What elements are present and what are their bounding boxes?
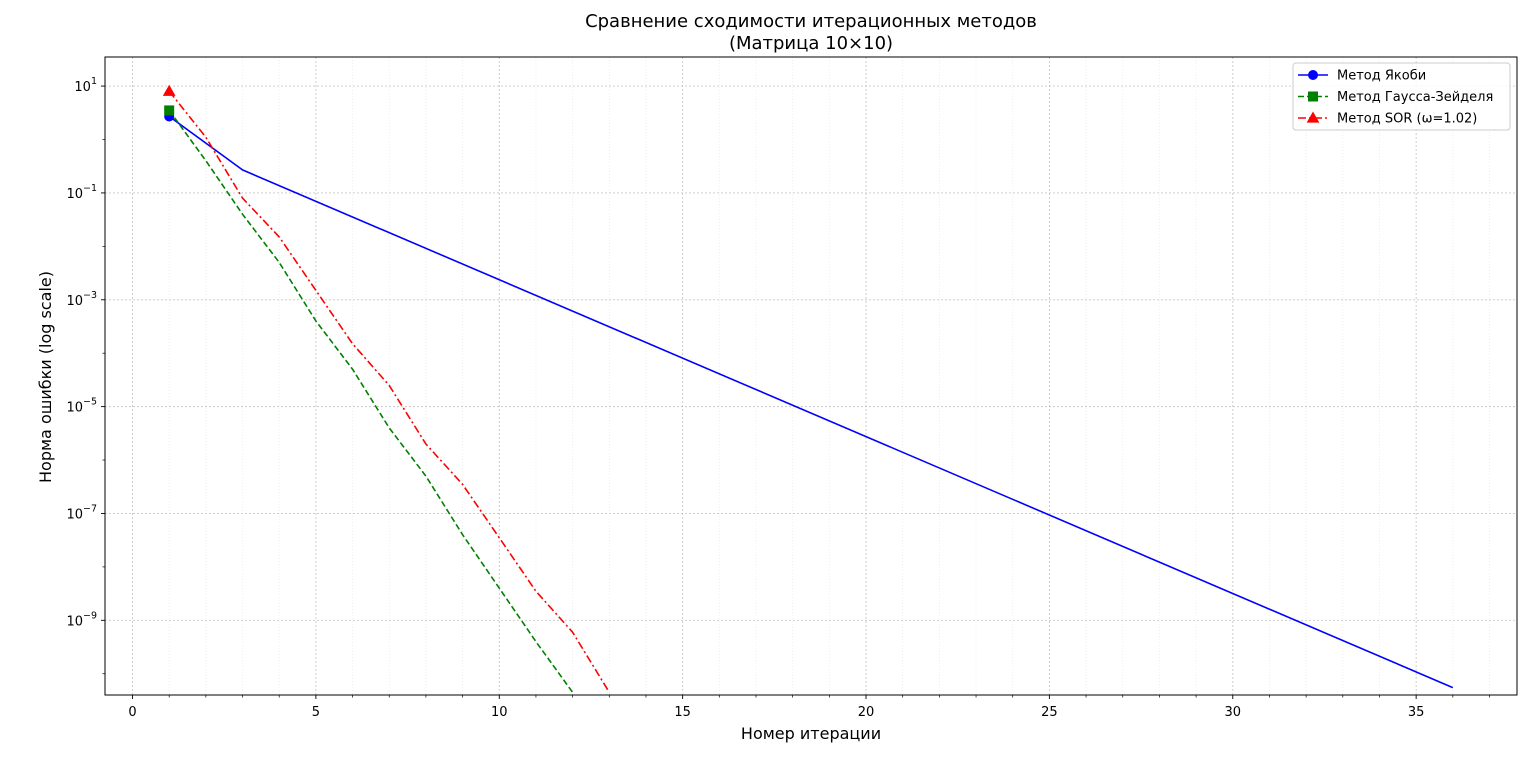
data-point: [1306, 111, 1320, 123]
chart-title: Сравнение сходимости итерационных методо…: [585, 11, 1037, 32]
series-line: [168, 115, 1454, 689]
data-point: [162, 84, 176, 96]
series-line: [168, 109, 574, 693]
series-group: [164, 105, 574, 693]
x-tick-label: 20: [858, 705, 875, 720]
data-point: [1308, 70, 1318, 80]
legend: Метод Якоби Метод Гаусса-Зейделя Метод SOR…: [1292, 62, 1511, 131]
major-grid: [105, 57, 1517, 695]
chart-subtitle: (Матрица 10×10): [729, 33, 893, 54]
series-layer: [162, 84, 1454, 693]
x-tick-label: 30: [1224, 705, 1241, 720]
x-tick-label: 35: [1408, 705, 1425, 720]
x-tick-label: 15: [674, 705, 691, 720]
x-axis-ticks: 0 5 10 15 20 25 30 35: [128, 695, 1490, 720]
legend-entry-label: Метод Якоби: [1337, 69, 1426, 84]
minor-grid: [168, 57, 1490, 695]
x-axis-label: Номер итерации: [741, 724, 881, 743]
y-axis-label: Норма ошибки (log scale): [36, 271, 55, 483]
x-tick-label: 0: [128, 705, 136, 720]
x-tick-label: 10: [491, 705, 508, 720]
series-group: [162, 84, 610, 693]
legend-entry-label: Метод Гаусса-Зейделя: [1337, 90, 1493, 105]
x-tick-label: 25: [1041, 705, 1058, 720]
data-point: [1308, 91, 1318, 102]
series-line: [168, 90, 610, 693]
plot-frame: [104, 56, 1518, 696]
legend-box: [1292, 62, 1511, 131]
legend-entry-label: Метод SOR (ω=1.02): [1337, 112, 1477, 127]
x-tick-label: 5: [312, 705, 320, 720]
data-point: [164, 105, 175, 116]
